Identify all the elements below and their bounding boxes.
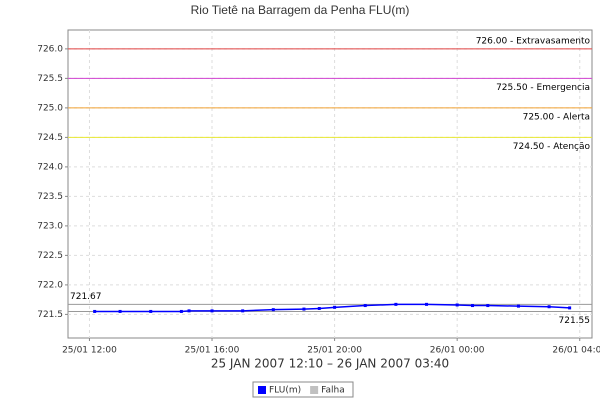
legend: FLU(m) Falha xyxy=(252,381,354,398)
reference-label: 725.50 - Emergencia xyxy=(496,83,590,93)
data-point xyxy=(118,309,122,313)
data-point xyxy=(317,306,321,310)
x-tick-label: 26/01 04:00 xyxy=(552,346,600,356)
data-point xyxy=(210,309,214,313)
data-point xyxy=(516,304,520,308)
y-tick-label: 721.5 xyxy=(37,310,63,320)
data-point xyxy=(149,309,153,313)
data-point xyxy=(455,303,459,307)
y-tick-label: 724.0 xyxy=(37,162,63,172)
data-point xyxy=(271,308,275,312)
y-tick-label: 726.0 xyxy=(37,44,63,54)
chart-title: Rio Tietê na Barragem da Penha FLU(m) xyxy=(191,3,410,17)
data-point xyxy=(333,305,337,309)
legend-label: FLU(m) xyxy=(269,386,301,396)
x-tick-label: 25/01 12:00 xyxy=(62,346,117,356)
x-tick-label: 25/01 20:00 xyxy=(307,346,362,356)
y-tick-label: 722.5 xyxy=(37,251,63,261)
data-point xyxy=(241,309,245,313)
data-point xyxy=(568,306,572,310)
y-tick-label: 725.5 xyxy=(37,74,63,84)
data-point xyxy=(394,302,398,306)
data-point xyxy=(302,307,306,311)
data-point xyxy=(425,302,429,306)
reference-label: 724.50 - Atenção xyxy=(513,142,591,152)
data-point xyxy=(179,309,183,313)
legend-box xyxy=(252,381,354,398)
y-tick-label: 722.0 xyxy=(37,280,63,290)
legend-swatch xyxy=(258,386,266,394)
data-point xyxy=(547,305,551,309)
reference-label: 726.00 - Extravasamento xyxy=(476,36,591,46)
data-point xyxy=(93,309,97,313)
reference-label: 721.55 xyxy=(559,316,591,326)
x-axis-label: 25 JAN 2007 12:10 – 26 JAN 2007 03:40 xyxy=(211,357,449,371)
y-tick-label: 723.0 xyxy=(37,221,63,231)
reference-label: 725.00 - Alerta xyxy=(523,112,590,122)
reference-label: 721.67 xyxy=(70,292,102,302)
x-tick-label: 26/01 00:00 xyxy=(430,346,485,356)
legend-swatch xyxy=(310,386,319,394)
data-point xyxy=(470,304,474,308)
plot-area xyxy=(67,29,593,339)
y-tick-label: 724.5 xyxy=(37,133,63,143)
data-point xyxy=(486,304,490,308)
y-tick-label: 725.0 xyxy=(37,103,63,113)
data-point xyxy=(363,304,367,308)
x-tick-label: 25/01 16:00 xyxy=(185,346,240,356)
legend-label: Falha xyxy=(321,386,345,396)
y-tick-label: 723.5 xyxy=(37,192,63,202)
data-point xyxy=(187,309,191,313)
